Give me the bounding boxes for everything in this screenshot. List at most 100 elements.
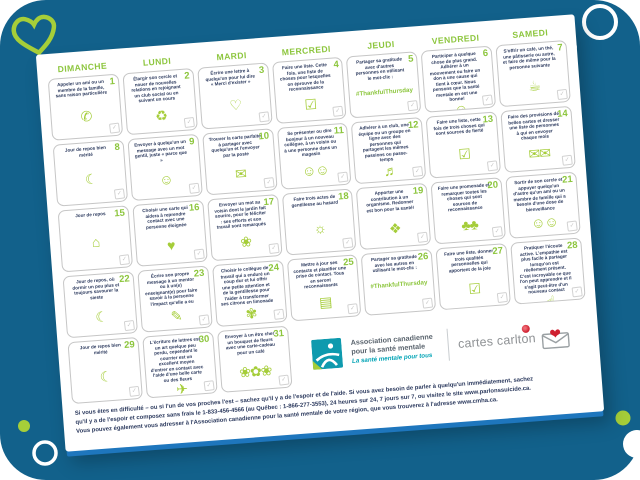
day-cell-4: 4 Faire une liste. Cette fois, une liste … xyxy=(271,56,347,124)
calendar-grid: DIMANCHE LUNDI MARDI MERCREDI JEUDI VENDREDI S… xyxy=(42,23,594,405)
day-number: 3 xyxy=(258,64,265,77)
day-cell-27: 27 Faire une liste, donner trois qualités… xyxy=(435,243,512,311)
carlton-label: cartes carlton xyxy=(458,324,536,351)
relaxing-person-icon: ☾ xyxy=(99,368,112,385)
day-number: 6 xyxy=(482,47,489,60)
day-number: 17 xyxy=(263,196,275,209)
day-cell-24: 24 Choisir le collègue de travail qui a e… xyxy=(211,259,288,328)
greeting-people-icon: ☺☺ xyxy=(301,161,330,180)
day-number: 28 xyxy=(566,239,579,252)
checkbox-icon: ✓ xyxy=(342,237,354,249)
checkbox-icon: ✓ xyxy=(128,385,140,397)
checkbox-icon: ✓ xyxy=(188,182,200,194)
checkbox-icon: ✓ xyxy=(422,297,434,309)
icon-wrap: ☾ xyxy=(68,297,133,335)
lemons-icon: ✾ xyxy=(244,304,257,322)
checkbox-icon: ✓ xyxy=(496,291,509,304)
lying-person-icon: ☾ xyxy=(94,307,108,325)
resting-person-icon: ☾ xyxy=(84,170,98,188)
checkbox-icon: ✓ xyxy=(198,314,210,326)
day-number: 31 xyxy=(273,327,285,340)
day-number: 29 xyxy=(123,339,136,351)
checkbox-icon: ✓ xyxy=(412,165,424,178)
watering-can-icon: ❀ xyxy=(239,233,252,251)
trees-icon: ♣♣ xyxy=(460,216,479,234)
hashtag-label: #ThankfulThursday xyxy=(355,86,414,98)
hashtag-label: #ThankfulThursday xyxy=(370,278,428,290)
checkbox-icon: ✓ xyxy=(332,105,344,117)
phone-heart-icon: ✆ xyxy=(80,107,92,125)
day-cell-9: 9 Envoyer à quelqu'un un message avec un … xyxy=(127,133,203,202)
icon-wrap: ❀✿❀ xyxy=(223,352,288,390)
day-cell-8: 8 Jour de repos bien mérité ☾ ✓ xyxy=(52,139,128,207)
day-number: 7 xyxy=(557,42,564,54)
writing-person-icon: ✎ xyxy=(170,307,183,325)
icon-wrap: ♡ xyxy=(202,83,268,126)
logo-divider xyxy=(446,328,451,361)
day-cell-26: 26 Partager sa gratitude avec les autres … xyxy=(361,248,437,316)
checkbox-icon: ✓ xyxy=(486,160,499,172)
day-task-text: Partager sa gratitude avec d'autres pers… xyxy=(355,56,405,81)
day-number: 20 xyxy=(487,179,499,192)
checkbox-icon: ✓ xyxy=(566,220,578,232)
icon-wrap: ❀ xyxy=(213,226,278,258)
checkbox-icon: ✓ xyxy=(407,100,419,112)
day-header-mercredi: MERCREDI xyxy=(281,43,332,58)
day-number: 4 xyxy=(333,59,340,71)
day-number: 21 xyxy=(561,173,574,186)
day-cell-14: 14 Faire des provisions de belles cartes … xyxy=(500,105,576,173)
icon-wrap: ☺ xyxy=(133,160,198,198)
day-number: 2 xyxy=(183,70,190,82)
coffee-cup-icon: ☕ xyxy=(527,76,541,94)
helping-people-icon: ☺☺ xyxy=(530,213,559,232)
greeting-card-icon: ♥ xyxy=(166,236,175,253)
day-cell-12: 12 Adhérer à un club, une équipe ou un gr… xyxy=(351,117,427,185)
day-number: 22 xyxy=(118,273,131,286)
people-circle-icon: ♻ xyxy=(154,107,168,125)
icon-wrap: ✉ xyxy=(208,154,273,192)
day-number: 8 xyxy=(114,141,121,154)
carlton-logo-block: cartes carlton xyxy=(457,324,570,355)
checkbox-icon: ✓ xyxy=(482,94,494,106)
day-cell-18: 18 Faire trois actes de gentillesse au ha… xyxy=(281,188,357,256)
day-cell-20: 20 Faire une promenade et remarquer toute… xyxy=(430,177,507,245)
hand-heart-icon: ♡ xyxy=(228,96,242,114)
cheering-person-icon: ☼ xyxy=(313,219,327,237)
checkbox-icon: ✓ xyxy=(556,88,568,101)
day-cell-3: 3 Écrire une lettre à quelqu'un pour lui … xyxy=(196,62,273,130)
day-number: 25 xyxy=(342,256,355,269)
clipboard-check-icon: ☑ xyxy=(303,96,317,114)
day-number: 26 xyxy=(417,250,429,263)
day-number: 1 xyxy=(109,75,116,88)
day-cell-1: 1 Appeler un ami ou un membre de la famil… xyxy=(47,73,123,141)
checkbox-icon: ✓ xyxy=(123,319,135,332)
cmha-text-block: Association canadienne pour la santé men… xyxy=(350,332,440,365)
day-header-samedi: SAMEDI xyxy=(511,27,549,41)
day-cell-25: 25 Mettre à jour ses contacts et planifie… xyxy=(286,254,362,322)
day-cell-7: 7 S'offrir un café, un thé, une pâtisseri… xyxy=(495,39,571,108)
checkbox-icon: ✓ xyxy=(561,154,573,166)
day-number: 9 xyxy=(188,136,195,148)
envelopes-stack-icon: ✉✉ xyxy=(527,144,551,163)
day-cell-29: 29 Jour de repos bien mérité ☾ ✓ xyxy=(67,336,143,405)
day-number: 24 xyxy=(268,262,280,274)
address-book-icon: ▤ xyxy=(318,293,332,311)
day-cell-17: 17 Envoyer un mot au voisin dont le jardi… xyxy=(206,194,283,262)
day-number: 19 xyxy=(412,185,424,197)
day-cell-10: 10 Trouver la carte parfaite à partager a… xyxy=(201,128,278,196)
checkbox-icon: ✓ xyxy=(183,116,195,129)
checkbox-icon: ✓ xyxy=(263,177,275,189)
icon-wrap: ♥ xyxy=(138,226,203,264)
checkbox-icon: ✓ xyxy=(193,248,205,260)
day-header-lundi: LUNDI xyxy=(142,55,172,68)
paper-plane-icon: ✈ xyxy=(175,380,188,398)
checkbox-icon: ✓ xyxy=(268,242,280,255)
day-cell-23: 23 Écrire son propre message à un mentor … xyxy=(137,265,213,333)
cmha-logo-icon xyxy=(311,337,344,370)
day-number: 15 xyxy=(113,207,126,220)
checkbox-icon: ✓ xyxy=(118,254,130,266)
day-cell-5: 5 Partager sa gratitude avec d'autres per… xyxy=(346,51,422,119)
day-header-vendredi: VENDREDI xyxy=(431,32,480,47)
checkbox-icon: ✓ xyxy=(277,374,290,386)
